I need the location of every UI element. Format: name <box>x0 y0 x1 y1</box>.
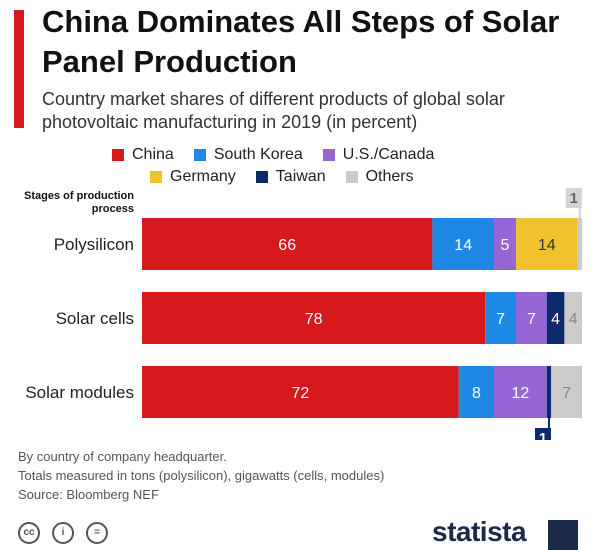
data-label-solar-cells-u-s-canada: 7 <box>527 311 536 328</box>
data-label-solar-modules-china: 72 <box>292 385 310 402</box>
legend-label-others: Others <box>365 168 414 185</box>
legend-row-1: China South Korea U.S./Canada <box>112 144 552 166</box>
bar-solar-cells-china <box>142 292 486 344</box>
data-label-solar-cells-south-korea: 7 <box>496 311 505 328</box>
legend-label-us-canada: U.S./Canada <box>342 146 435 163</box>
chart-title: China Dominates All Steps of Solar Panel… <box>42 4 560 79</box>
legend-item-china: China <box>112 144 174 166</box>
bar-solar-cells-taiwan <box>546 292 565 344</box>
legend-label-south-korea: South Korea <box>213 146 303 163</box>
note-units: Totals measured in tons (polysilicon), g… <box>18 468 385 483</box>
chart-notes: By country of company headquarter. Total… <box>18 447 578 504</box>
by-icon: i <box>52 522 74 544</box>
bar-polysilicon-others <box>577 218 582 270</box>
data-label-polysilicon-germany: 14 <box>538 237 556 254</box>
callout-label-solar-modules-taiwan: 1 <box>539 430 547 440</box>
data-label-solar-modules-south-korea: 8 <box>472 385 481 402</box>
legend-item-taiwan: Taiwan <box>255 166 326 188</box>
bar-polysilicon-germany <box>516 218 578 270</box>
chart-subtitle: Country market shares of different produ… <box>42 89 505 132</box>
category-label-solar-modules: Solar modules <box>25 383 134 402</box>
statista-logo-icon <box>548 520 578 550</box>
category-label-polysilicon: Polysilicon <box>54 235 134 254</box>
bar-polysilicon-south-korea <box>432 218 494 270</box>
bar-solar-modules-u-s-canada <box>494 366 547 418</box>
category-label-solar-cells: Solar cells <box>56 309 134 328</box>
bar-polysilicon-u-s-canada <box>494 218 516 270</box>
legend-item-south-korea: South Korea <box>193 144 303 166</box>
callout-box-polysilicon-others <box>565 188 582 208</box>
legend-swatch-china <box>112 149 124 161</box>
legend-row-2: Germany Taiwan Others <box>112 166 552 188</box>
data-label-polysilicon-south-korea: 14 <box>454 237 472 254</box>
legend-swatch-germany <box>150 171 162 183</box>
legend-item-us-canada: U.S./Canada <box>322 144 435 166</box>
note-headquarter: By country of company headquarter. <box>18 449 227 464</box>
legend-label-china: China <box>132 146 174 163</box>
legend-swatch-south-korea <box>193 149 206 161</box>
data-label-polysilicon-u-s-canada: 5 <box>501 237 510 254</box>
bar-solar-modules-others <box>551 366 582 418</box>
note-source: Source: Bloomberg NEF <box>18 487 159 502</box>
legend-label-taiwan: Taiwan <box>275 168 326 185</box>
data-label-solar-cells-china: 78 <box>305 311 323 328</box>
callout-box-solar-modules-taiwan <box>535 428 551 440</box>
bar-solar-modules-south-korea <box>458 366 494 418</box>
bar-solar-cells-others <box>564 292 582 344</box>
legend-swatch-us-canada <box>322 149 335 161</box>
data-label-solar-cells-others: 4 <box>569 311 578 328</box>
bar-solar-modules-china <box>142 366 459 418</box>
legend-swatch-taiwan <box>255 171 268 183</box>
bar-solar-cells-south-korea <box>485 292 516 344</box>
cc-icon: cc <box>18 522 40 544</box>
equals-icon: = <box>86 522 108 544</box>
footer: cc i = statista <box>0 516 600 550</box>
legend-label-germany: Germany <box>170 168 236 185</box>
stage-axis-header: Stages of production process <box>24 190 134 215</box>
data-label-solar-modules-u-s-canada: 12 <box>512 385 530 402</box>
bar-solar-cells-u-s-canada <box>516 292 547 344</box>
title-accent-bar <box>14 10 24 128</box>
legend: China South Korea U.S./Canada Germany Ta… <box>112 144 552 188</box>
statista-wordmark: statista <box>432 516 527 547</box>
legend-item-germany: Germany <box>150 166 236 188</box>
bar-solar-modules-taiwan <box>546 366 552 418</box>
legend-swatch-others <box>345 171 358 183</box>
data-label-solar-modules-others: 7 <box>562 385 571 402</box>
data-label-solar-cells-taiwan: 4 <box>551 311 560 328</box>
callout-label-polysilicon-others: 1 <box>570 190 578 207</box>
data-label-polysilicon-china: 66 <box>278 237 296 254</box>
bar-polysilicon-china <box>142 218 433 270</box>
legend-item-others: Others <box>345 166 414 188</box>
